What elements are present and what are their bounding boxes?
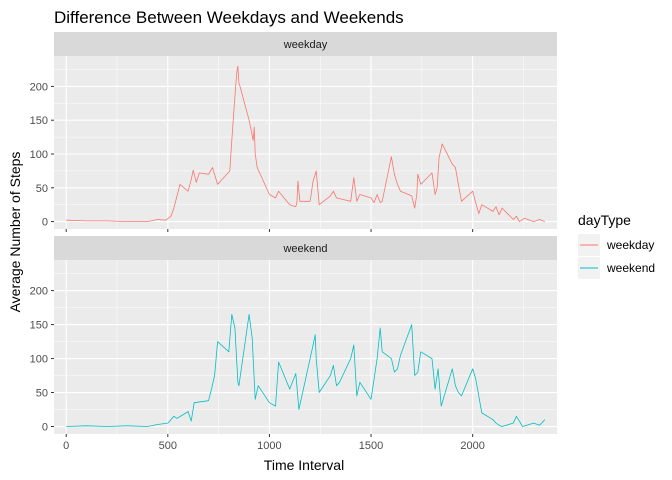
strip-weekend — [54, 236, 557, 260]
strip-weekday — [54, 32, 557, 56]
x-tick-label: 2000 — [460, 440, 484, 452]
chart-title: Difference Between Weekdays and Weekends — [54, 8, 404, 27]
y-axis-title: Average Number of Steps — [7, 152, 23, 313]
y-tick-label: 100 — [30, 354, 48, 366]
y-tick-label: 50 — [36, 388, 48, 400]
y-tick-label: 150 — [30, 115, 48, 127]
strip-label-weekend: weekend — [282, 243, 327, 255]
y-tick-label: 200 — [30, 81, 48, 93]
legend-label-weekend: weekend — [606, 261, 655, 275]
legend: dayType weekday weekend — [578, 212, 655, 279]
y-tick-label: 0 — [42, 217, 48, 229]
x-tick-label: 0 — [63, 440, 69, 452]
y-tick-label: 150 — [30, 320, 48, 332]
series-line-weekday — [66, 65, 545, 223]
panel-background — [54, 260, 557, 434]
panel-weekday: weekday 0 50 100 150 200 — [30, 32, 557, 232]
y-tick-label: 0 — [42, 422, 48, 434]
y-tick-label: 50 — [36, 183, 48, 195]
legend-title: dayType — [578, 212, 631, 228]
y-tick-label: 200 — [30, 286, 48, 298]
x-axis-title: Time Interval — [264, 457, 344, 473]
panel-background — [54, 56, 557, 229]
x-tick-label: 1500 — [359, 440, 383, 452]
y-tick-label: 100 — [30, 149, 48, 161]
x-tick-label: 500 — [159, 440, 177, 452]
series-line-weekend — [66, 313, 546, 427]
x-tick-label: 1000 — [257, 440, 281, 452]
strip-label-weekday: weekday — [283, 39, 328, 51]
legend-label-weekday: weekday — [606, 238, 654, 252]
